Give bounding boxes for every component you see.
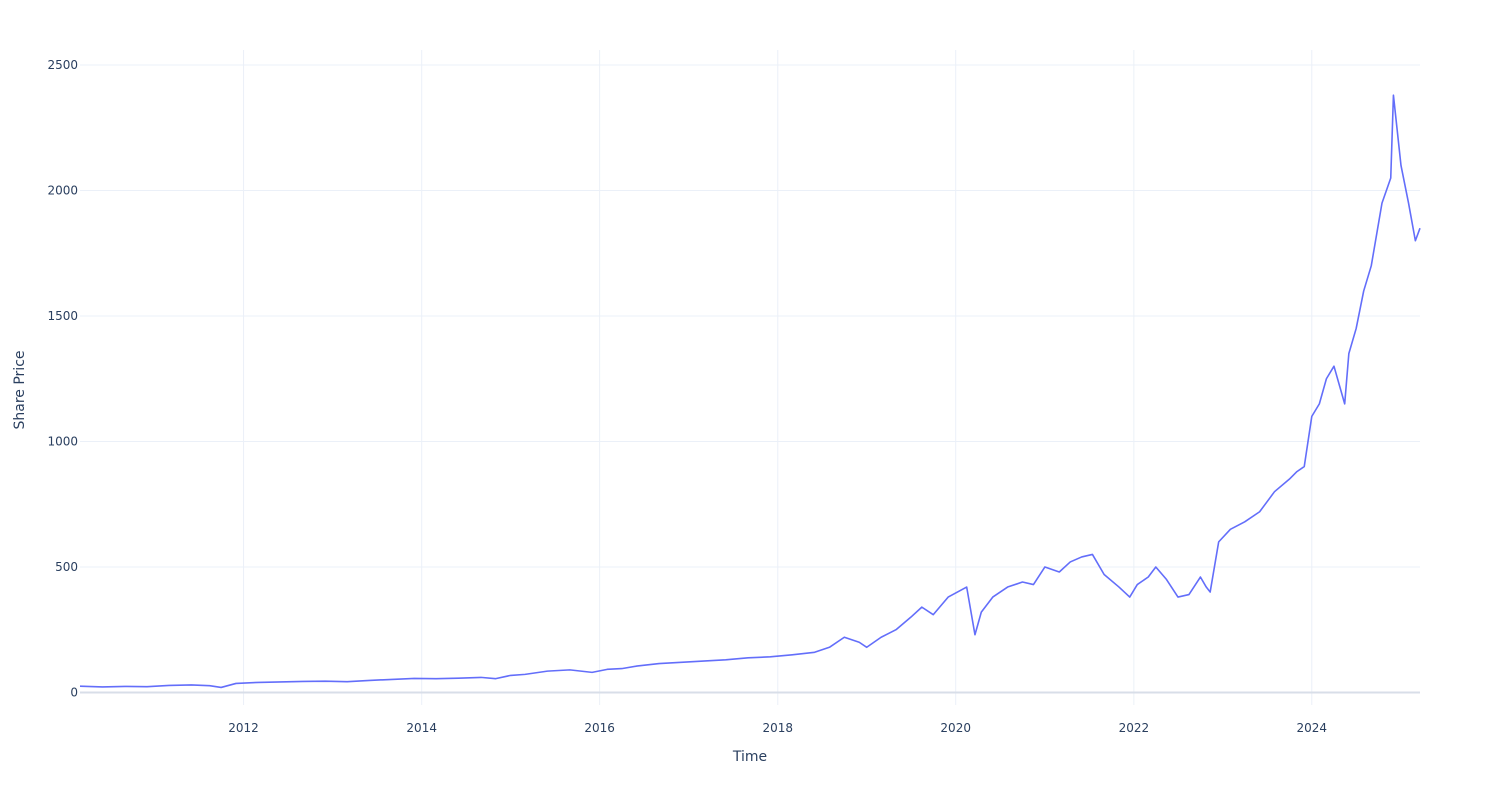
y-tick-label: 2500 [47,58,78,72]
x-tick-label: 2020 [940,721,971,735]
x-tick-label: 2024 [1297,721,1328,735]
y-tick-label: 1500 [47,309,78,323]
y-tick-label: 0 [70,685,78,699]
y-axis-title: Share Price [12,350,28,429]
series-layer [79,94,1421,689]
gridlines [80,50,1420,705]
x-tick-label: 2016 [584,721,615,735]
y-tick-label: 2000 [47,184,78,198]
x-tick-label: 2022 [1119,721,1150,735]
x-axis-ticks: 2012 2014 2016 2018 2020 2022 2024 [228,721,1327,735]
y-axis-ticks: 0 500 1000 1500 2000 2500 [47,58,78,699]
x-tick-label: 2018 [763,721,794,735]
x-tick-label: 2012 [228,721,259,735]
y-tick-label: 1000 [47,434,78,448]
y-tick-label: 500 [55,560,78,574]
share-price-series-line [79,94,1421,689]
x-tick-label: 2014 [406,721,437,735]
x-axis-title: Time [732,749,767,765]
